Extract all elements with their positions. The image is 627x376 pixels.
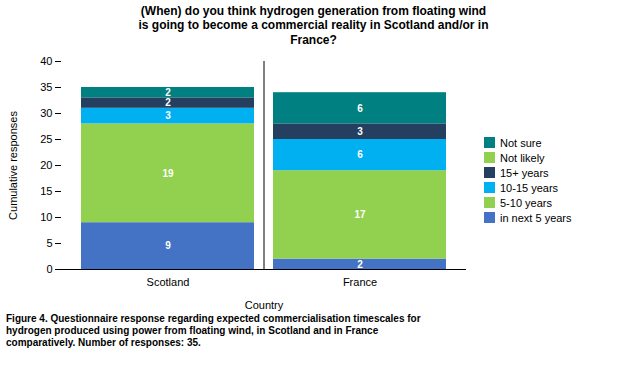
svg-text:9: 9: [165, 240, 171, 251]
svg-text:40: 40: [40, 55, 52, 67]
svg-text:10: 10: [40, 211, 52, 223]
svg-text:20: 20: [40, 159, 52, 171]
svg-text:6: 6: [357, 149, 363, 160]
svg-text:0: 0: [46, 263, 52, 275]
html-text:Not likely: Not likely: [500, 151, 545, 164]
svg-text:3: 3: [165, 110, 171, 121]
svg-text:3: 3: [357, 126, 363, 137]
svg-text:Cumulative responses: Cumulative responses: [7, 111, 19, 220]
svg-text:2: 2: [357, 259, 363, 270]
svg-text:Country: Country: [245, 299, 284, 311]
svg-text:35: 35: [40, 81, 52, 93]
svg-text:2: 2: [165, 97, 171, 108]
html-text:(When) do you think hydrogen g: (When) do you think hydrogen generation …: [138, 4, 489, 47]
svg-text:15: 15: [40, 185, 52, 197]
svg-text:Scotland: Scotland: [147, 276, 190, 288]
svg-text:5: 5: [46, 237, 52, 249]
svg-text:17: 17: [354, 209, 366, 220]
svg-text:19: 19: [162, 168, 174, 179]
html-text:15+ years: 15+ years: [500, 166, 549, 179]
svg-text:2: 2: [165, 87, 171, 98]
svg-text:30: 30: [40, 107, 52, 119]
html-text:in next 5 years: in next 5 years: [500, 211, 572, 224]
html-text:Figure 4. Questionnaire respon: Figure 4. Questionnaire response regardi…: [6, 313, 421, 349]
html-text:5-10 years: 5-10 years: [500, 196, 552, 209]
svg-text:6: 6: [357, 103, 363, 114]
html-text:Not sure: Not sure: [500, 136, 542, 149]
html-text:10-15 years: 10-15 years: [500, 181, 559, 194]
svg-text:25: 25: [40, 133, 52, 145]
svg-text:France: France: [343, 276, 377, 288]
